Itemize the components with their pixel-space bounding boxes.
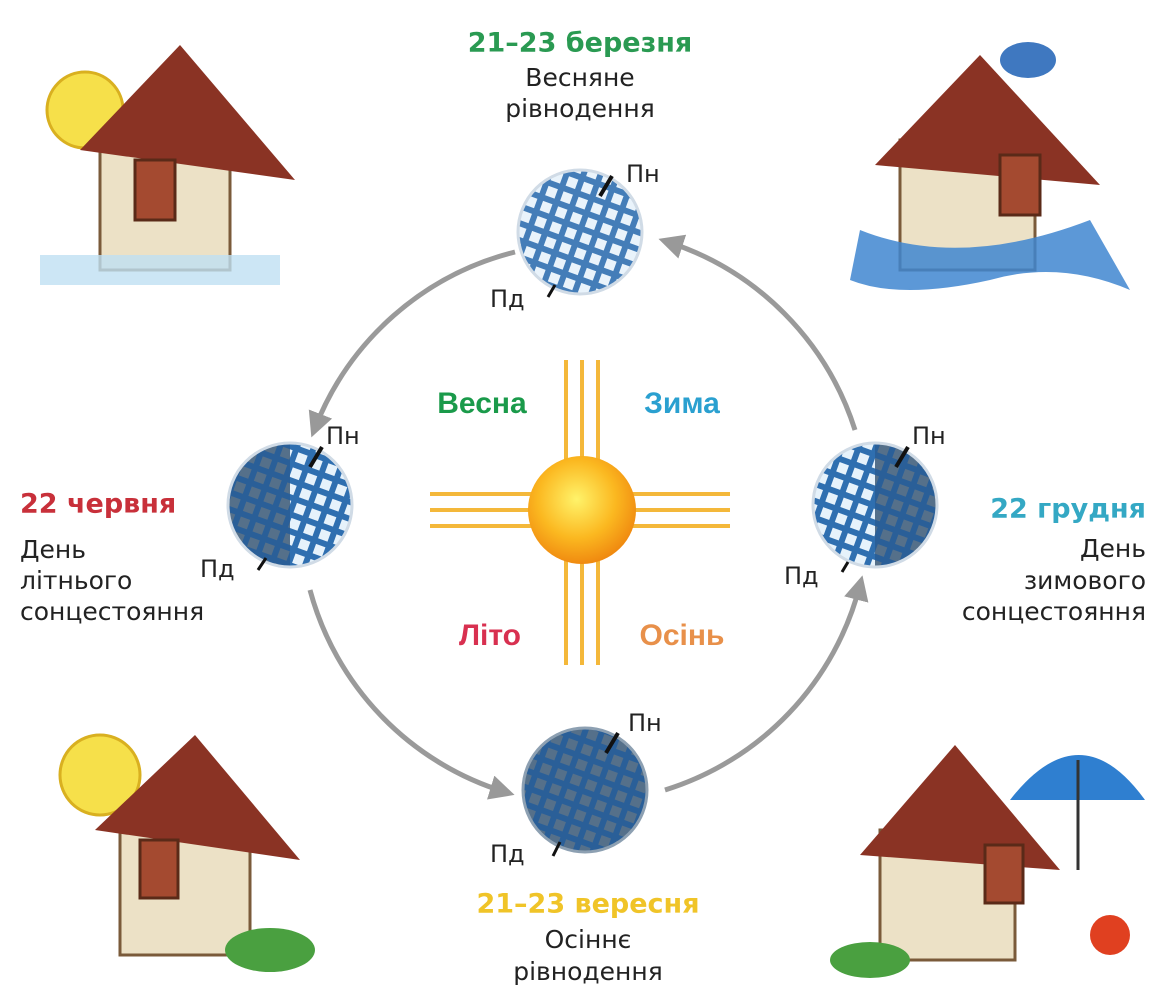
house-winter-part	[1000, 42, 1056, 78]
date-label: 21–23 вересня	[476, 889, 699, 920]
house-summer-part	[225, 928, 315, 972]
pole-label: Пн	[912, 422, 946, 450]
house-summer-part	[140, 840, 178, 898]
event-label: сонцестояння	[962, 597, 1146, 626]
season-label: Весна	[437, 387, 527, 420]
seasons-diagram: Весна Зима Літо Осінь 21–23 березня Весн…	[0, 0, 1152, 990]
house-spring-part	[135, 160, 175, 220]
season-label: Осінь	[640, 619, 725, 652]
sun-part	[528, 456, 636, 564]
event-label: Осіннє	[545, 925, 632, 954]
globe-right	[813, 443, 937, 572]
date-label: 21–23 березня	[468, 28, 693, 59]
event-label: рівнодення	[505, 94, 655, 123]
event-label: сонцестояння	[20, 597, 204, 626]
house-summer	[60, 735, 315, 972]
pole-label: Пд	[490, 840, 525, 868]
event-label: літнього	[20, 566, 132, 595]
globe-right-part	[875, 443, 937, 567]
house-winter-part	[1000, 155, 1040, 215]
globe-bottom	[523, 728, 647, 856]
pole-label: Пн	[626, 160, 660, 188]
event-label: рівнодення	[513, 957, 663, 986]
season-label: Зима	[644, 387, 720, 420]
orbit-arrows-part	[665, 585, 860, 790]
house-autumn-part	[860, 745, 1060, 870]
house-spring-part	[40, 255, 280, 285]
date-label: 22 грудня	[990, 494, 1146, 525]
event-label: День	[1080, 534, 1146, 563]
house-winter-part	[875, 55, 1100, 185]
pole-label: Пд	[784, 562, 819, 590]
event-label: зимового	[1024, 566, 1146, 595]
event-label: Весняне	[525, 63, 634, 92]
globe-left-part	[228, 443, 290, 567]
pole-label: Пн	[628, 709, 662, 737]
house-spring	[40, 45, 295, 285]
date-label: 22 червня	[20, 489, 176, 520]
season-label: Літо	[459, 619, 521, 652]
pole-label: Пд	[200, 555, 235, 583]
house-winter	[850, 42, 1130, 290]
house-autumn-part	[985, 845, 1023, 903]
globe-left	[228, 443, 352, 570]
globe-right-part	[842, 562, 848, 572]
pole-label: Пн	[326, 422, 360, 450]
house-autumn-part	[830, 942, 910, 978]
event-label: День	[20, 535, 86, 564]
pole-label: Пд	[490, 285, 525, 313]
house-autumn	[830, 745, 1145, 978]
globe-top	[518, 170, 642, 297]
house-autumn-part	[1090, 915, 1130, 955]
